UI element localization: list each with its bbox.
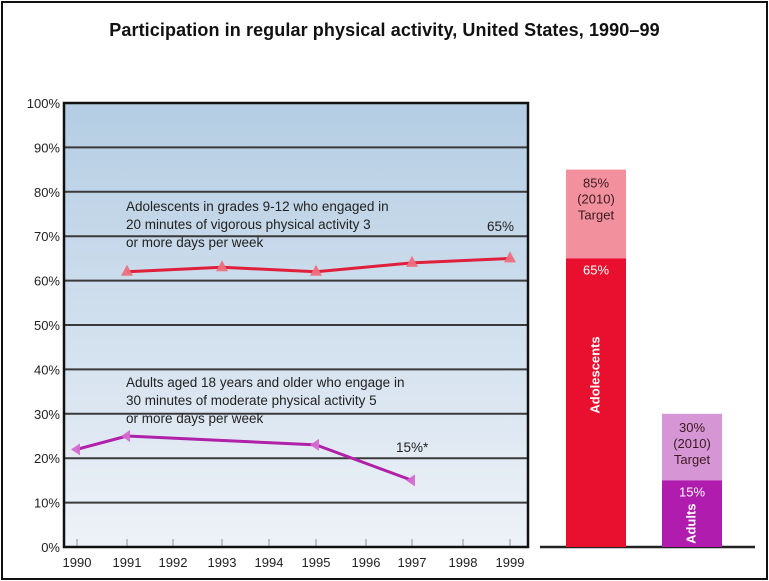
gridlines [64,146,528,504]
x-tick-label: 1997 [398,555,427,570]
y-axis-ticks: 0% 10% 20% 30% 40% 50% 60% 70% 80% 90% 100% [27,96,61,555]
y-tick-label: 90% [34,140,60,155]
current-bar-adolescents [566,258,626,547]
x-tick-label: 1992 [159,555,188,570]
target-bar-adolescents [566,169,626,259]
chart-title: Participation in regular physical activi… [109,20,660,40]
x-tick-label: 1999 [496,555,525,570]
y-tick-label: 60% [34,274,60,289]
bar-category-label: Adults [683,503,698,543]
y-tick-label: 20% [34,451,60,466]
data-point-marker [121,430,130,442]
x-tick-label: 1990 [63,555,92,570]
data-point-marker [406,255,418,267]
data-point-marker [310,264,322,276]
target-bar-label: 85% [583,176,609,191]
data-point-marker [216,260,228,272]
x-tick-label: 1993 [208,555,237,570]
current-bar-value-label: 65% [583,262,609,277]
target-bar-label: (2010) [577,192,615,207]
plot-border [62,101,530,549]
series-annotation: Adolescents in grades 9-12 who engaged i… [126,199,389,214]
series-lines: 65% 15%* [71,219,516,487]
target-bars: 85%(2010)Target65%Adolescents30%(2010)Ta… [540,169,755,549]
series-end-label: 65% [487,219,514,234]
series-end-label: 15%* [396,440,429,455]
series-annotation: Adults aged 18 years and older who engag… [126,375,404,390]
current-bar-adults [662,480,722,547]
y-tick-label: 100% [27,96,61,111]
annotations: Adolescents in grades 9-12 who engaged i… [126,199,404,426]
x-tick-label: 1998 [449,555,478,570]
y-tick-label: 0% [41,540,60,555]
x-tick-label: 1991 [113,555,142,570]
target-bar-adults [662,413,722,481]
series-annotation: or more days per week [126,235,264,250]
target-bar-label: Target [674,452,711,467]
y-tick-label: 10% [34,496,60,511]
x-axis-ticks: 1990 1991 1992 1993 1994 1995 1996 1997 1998 1999 [63,539,525,570]
y-tick-label: 30% [34,407,60,422]
data-point-marker [121,264,133,276]
data-point-marker [504,251,516,263]
current-bar-value-label: 15% [679,484,705,499]
data-point-marker [71,443,80,456]
series-annotation: 20 minutes of vigorous physical activity… [126,217,371,232]
y-tick-label: 70% [34,229,60,244]
y-tick-label: 50% [34,318,60,333]
target-bar-label: (2010) [673,436,711,451]
data-point-marker [406,474,415,487]
series-annotation: 30 minutes of moderate physical activity… [126,393,377,408]
data-point-marker [310,438,319,451]
series-annotation: or more days per week [126,411,264,426]
x-tick-label: 1995 [302,555,331,570]
bar-category-label: Adolescents [587,336,602,413]
y-tick-label: 40% [34,362,60,377]
x-tick-label: 1996 [352,555,381,570]
y-tick-label: 80% [34,185,60,200]
target-bar-label: 30% [679,420,705,435]
series-line-adults [76,434,413,482]
target-bar-label: Target [578,208,615,223]
x-tick-label: 1994 [255,555,284,570]
